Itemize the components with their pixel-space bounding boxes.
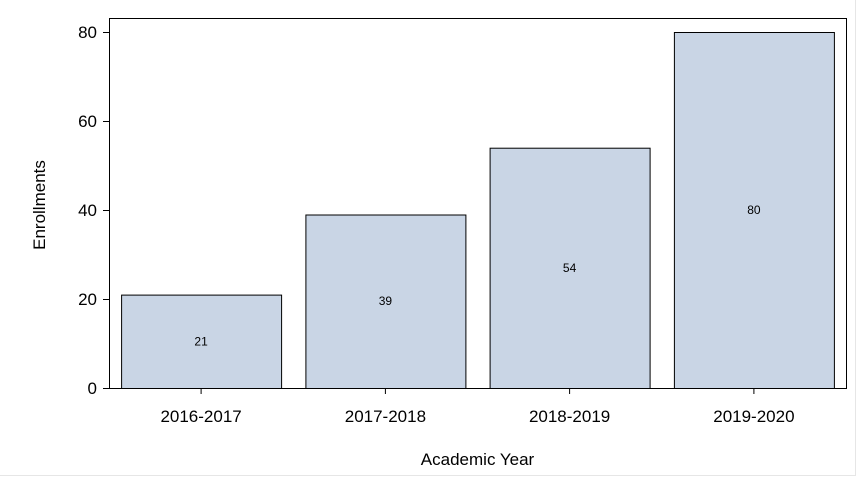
data-label-2019-2020: 80 xyxy=(747,203,761,217)
x-tick-label: 2018-2019 xyxy=(529,407,610,426)
y-tick-label: 20 xyxy=(78,290,97,309)
y-axis: 0 20 40 60 80 xyxy=(78,23,109,398)
data-label-2018-2019: 54 xyxy=(563,261,577,275)
x-axis: 2016-2017 2017-2018 2018-2019 2019-2020 xyxy=(160,388,795,426)
data-labels-group: 21 39 54 80 xyxy=(194,203,760,348)
x-tick-label: 2017-2018 xyxy=(345,407,426,426)
bar-2016-2017 xyxy=(121,294,283,390)
y-tick-label: 40 xyxy=(78,201,97,220)
y-axis-title: Enrollments xyxy=(30,160,49,250)
x-axis-title: Academic Year xyxy=(421,450,535,469)
x-tick-label: 2019-2020 xyxy=(713,407,794,426)
bars-group xyxy=(121,32,835,390)
y-tick-label: 0 xyxy=(88,379,97,398)
data-label-2016-2017: 21 xyxy=(194,334,208,348)
x-tick-label: 2016-2017 xyxy=(160,407,241,426)
bar-2017-2018 xyxy=(305,214,467,389)
data-label-2017-2018: 39 xyxy=(379,294,393,308)
plot-area-border xyxy=(109,18,847,389)
bar-2018-2019 xyxy=(489,147,651,389)
y-tick-label: 60 xyxy=(78,112,97,131)
y-tick-label: 80 xyxy=(78,23,97,42)
bar-2019-2020 xyxy=(673,32,835,389)
